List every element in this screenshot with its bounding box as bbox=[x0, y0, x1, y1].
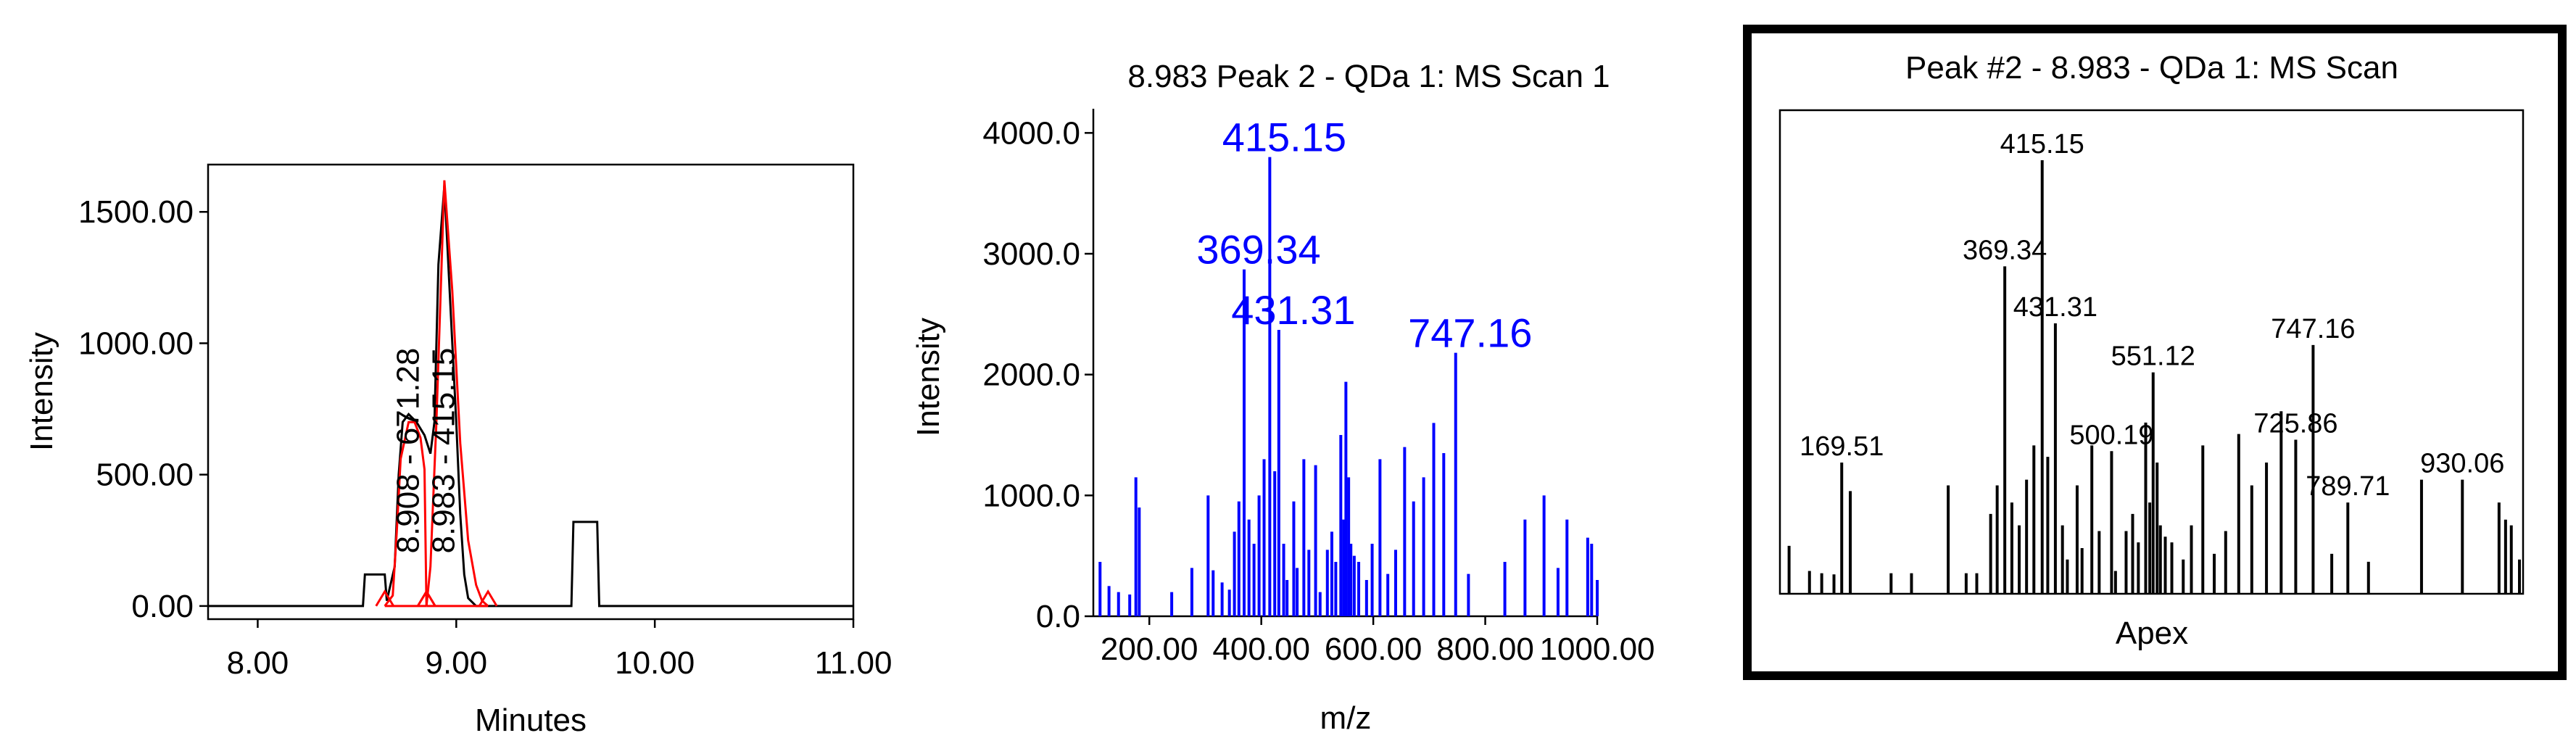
chromatogram-peak-marker bbox=[375, 589, 395, 607]
chromatogram-x-ticks: 8.00 9.00 10.00 11.00 bbox=[227, 619, 893, 681]
ms-spectrum-x-tick-label: 800.00 bbox=[1436, 631, 1534, 667]
apex-spectrum-peak-label: 747.16 bbox=[2271, 314, 2355, 344]
chromatogram-y-tick-label: 500.00 bbox=[96, 457, 194, 493]
apex-spectrum-peak-label: 500.19 bbox=[2069, 420, 2153, 450]
ms-spectrum-x-tick-label: 600.00 bbox=[1325, 631, 1422, 667]
chromatogram-tic-trace bbox=[208, 185, 853, 608]
chromatogram-peak-annotation: 8.908 - 671.28 bbox=[390, 348, 426, 554]
ms-spectrum-panel: 8.983 Peak 2 - QDa 1: MS Scan 1 0.0 1000.… bbox=[911, 59, 1655, 736]
chromatogram-integrated-peak bbox=[425, 180, 489, 608]
apex-spectrum-peak-label: 930.06 bbox=[2420, 449, 2504, 479]
ms-spectrum-peak-labels: 415.15 369.34 431.31 747.16 bbox=[1196, 115, 1532, 356]
apex-spectrum-peak-label: 369.34 bbox=[1963, 235, 2047, 265]
apex-spectrum-peak-label: 725.86 bbox=[2253, 409, 2337, 439]
ms-spectrum-y-tick-label: 2000.0 bbox=[982, 357, 1080, 393]
ms-spectrum-x-tick-label: 400.00 bbox=[1212, 631, 1310, 667]
chromatogram-x-axis-label: Minutes bbox=[475, 703, 587, 738]
ms-spectrum-title: 8.983 Peak 2 - QDa 1: MS Scan 1 bbox=[1127, 59, 1610, 94]
chromatogram-panel: 0.00 500.00 1000.00 1500.00 8.00 9.00 10.00 11… bbox=[24, 163, 893, 738]
ms-spectrum-x-tick-label: 200.00 bbox=[1101, 631, 1198, 667]
chromatogram-x-tick-label: 11.00 bbox=[815, 645, 893, 681]
apex-spectrum-peak-label: 431.31 bbox=[2013, 292, 2097, 323]
ms-spectrum-y-ticks: 0.0 1000.0 2000.0 3000.0 4000.0 bbox=[982, 115, 1093, 634]
chromatogram-y-tick-label: 0.00 bbox=[131, 589, 194, 624]
apex-spectrum-peak-label: 415.15 bbox=[2000, 129, 2084, 160]
apex-spectrum-panel: Peak #2 - 8.983 - QDa 1: MS Scan 415.15 3… bbox=[1743, 25, 2567, 680]
apex-spectrum-x-axis-label: Apex bbox=[2116, 616, 2188, 651]
ms-spectrum-peak-label: 369.34 bbox=[1196, 227, 1320, 273]
ms-spectrum-peak-label: 415.15 bbox=[1222, 115, 1346, 160]
chromatogram-peak-marker bbox=[416, 589, 436, 607]
chromatogram-y-ticks: 0.00 500.00 1000.00 1500.00 bbox=[78, 194, 208, 624]
chromatogram-y-tick-label: 1000.00 bbox=[78, 326, 194, 361]
ms-spectrum-y-tick-label: 0.0 bbox=[1036, 599, 1080, 634]
apex-spectrum-title: Peak #2 - 8.983 - QDa 1: MS Scan bbox=[1905, 50, 2398, 86]
chromatogram-x-tick-label: 8.00 bbox=[227, 645, 289, 681]
apex-spectrum-plot-area bbox=[1778, 109, 2525, 595]
chromatogram-x-tick-label: 9.00 bbox=[425, 645, 487, 681]
ms-spectrum-sticks bbox=[1098, 157, 1599, 616]
chromatogram-annotations: 8.908 - 671.28 8.983 - 415.15 bbox=[390, 348, 461, 554]
apex-spectrum-peak-label: 169.51 bbox=[1800, 431, 1884, 462]
chromatogram-y-tick-label: 1500.00 bbox=[78, 194, 194, 230]
chromatogram-plot-area bbox=[207, 163, 855, 621]
apex-spectrum-peak-label: 551.12 bbox=[2111, 341, 2195, 372]
apex-spectrum-peak-labels: 415.15 369.34 431.31 551.12 747.16 500.19 725.… bbox=[1800, 129, 2504, 502]
ms-spectrum-peak-label: 747.16 bbox=[1408, 310, 1532, 356]
ms-spectrum-y-tick-label: 4000.0 bbox=[982, 115, 1080, 151]
apex-spectrum-sticks bbox=[1787, 160, 2521, 594]
chromatogram-y-axis-label: Intensity bbox=[24, 332, 59, 451]
apex-spectrum-frame bbox=[1743, 25, 2567, 680]
chromatogram-peak-annotation: 8.983 - 415.15 bbox=[426, 348, 462, 554]
ms-spectrum-x-ticks: 200.00 400.00 600.00 800.00 1000.00 bbox=[1101, 616, 1655, 667]
chromatogram-series bbox=[208, 180, 853, 608]
chromatogram-x-tick-label: 10.00 bbox=[615, 645, 695, 681]
ms-spectrum-y-tick-label: 1000.0 bbox=[982, 478, 1080, 513]
chromatogram-peak-marker bbox=[478, 589, 498, 607]
ms-spectrum-x-axis-label: m/z bbox=[1320, 700, 1372, 736]
ms-spectrum-y-tick-label: 3000.0 bbox=[982, 236, 1080, 272]
ms-spectrum-peak-label: 431.31 bbox=[1231, 287, 1355, 333]
ms-spectrum-x-tick-label: 1000.00 bbox=[1539, 631, 1654, 667]
ms-spectrum-y-axis-label: Intensity bbox=[911, 318, 946, 436]
apex-spectrum-peak-label: 789.71 bbox=[2306, 471, 2390, 502]
chromatogram-integrated-peak bbox=[384, 420, 428, 607]
